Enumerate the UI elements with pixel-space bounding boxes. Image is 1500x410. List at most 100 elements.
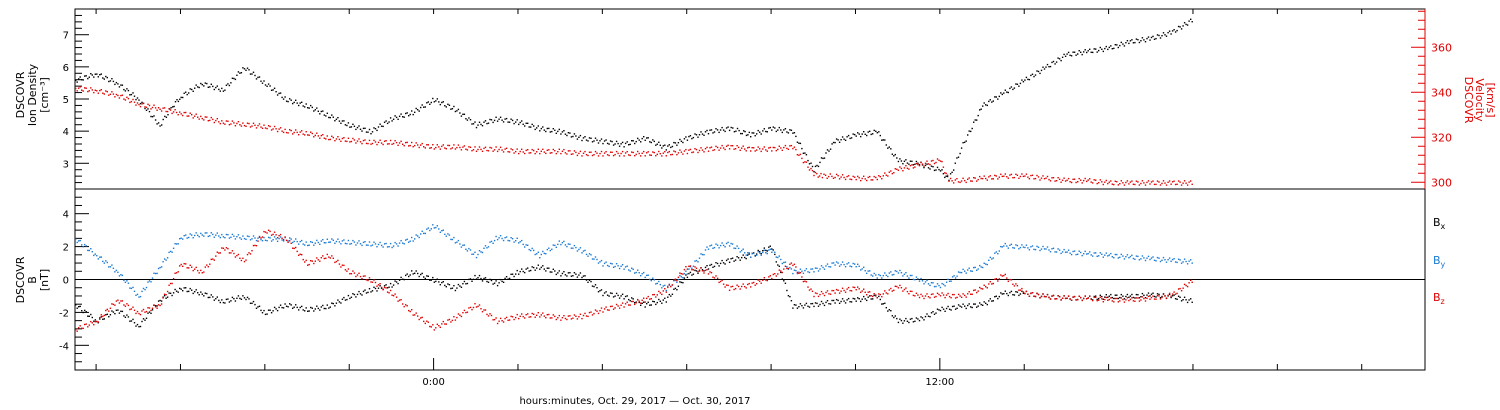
by-point xyxy=(1120,253,1122,256)
velocity-point xyxy=(150,108,152,110)
density-point xyxy=(621,141,624,144)
bx-point xyxy=(1159,297,1162,299)
by-point xyxy=(890,271,892,273)
velocity-point xyxy=(364,139,366,141)
bx-point xyxy=(1012,294,1014,296)
by-point xyxy=(923,283,925,285)
velocity-point xyxy=(659,153,661,155)
bz-point xyxy=(700,267,702,269)
velocity-point xyxy=(448,144,451,147)
velocity-point xyxy=(209,119,211,122)
bz-point xyxy=(102,315,104,318)
bz-point xyxy=(295,246,297,249)
bx-point xyxy=(533,266,535,269)
bx-point xyxy=(121,310,124,313)
bz-point xyxy=(581,317,583,320)
velocity-point xyxy=(1084,177,1086,180)
by-point xyxy=(261,240,264,242)
bz-point xyxy=(90,320,92,323)
by-point xyxy=(361,244,363,247)
density-point xyxy=(326,112,328,114)
by-point xyxy=(462,244,464,246)
velocity-point xyxy=(124,99,127,101)
by-point xyxy=(557,243,559,246)
bz-point xyxy=(337,259,339,262)
velocity-point xyxy=(371,142,374,145)
bx-point xyxy=(445,286,447,288)
bz-point xyxy=(979,286,981,289)
bx-point xyxy=(394,280,396,282)
by-point xyxy=(231,233,234,236)
velocity-point xyxy=(650,154,652,156)
bx-point xyxy=(88,315,90,317)
density-point xyxy=(397,118,399,120)
density-point xyxy=(1137,39,1139,41)
by-point xyxy=(852,262,854,265)
density-point xyxy=(1058,58,1061,60)
bz-point xyxy=(709,271,711,273)
by-point xyxy=(796,272,799,275)
bx-point xyxy=(662,299,664,301)
density-point xyxy=(951,171,953,173)
by-point xyxy=(1080,251,1082,254)
bx-point xyxy=(270,312,273,314)
bz-point xyxy=(186,267,188,269)
bz-point xyxy=(820,290,823,293)
velocity-point xyxy=(890,170,892,172)
bx-point xyxy=(489,278,491,281)
bz-point xyxy=(377,284,380,286)
by-point xyxy=(933,285,936,288)
by-point xyxy=(739,251,741,253)
bz-point xyxy=(912,294,915,297)
bx-point xyxy=(194,291,196,293)
density-point xyxy=(370,133,372,135)
bz-point xyxy=(631,300,633,303)
velocity-point xyxy=(456,146,458,149)
density-point xyxy=(433,101,435,103)
bz-point xyxy=(915,292,918,294)
velocity-point xyxy=(857,175,859,178)
density-point xyxy=(932,166,934,168)
velocity-point xyxy=(1158,181,1160,183)
by-point xyxy=(343,239,345,241)
density-point xyxy=(164,115,166,118)
bz-point xyxy=(1176,292,1178,295)
by-point xyxy=(834,264,836,266)
by-point xyxy=(364,241,366,243)
bx-point xyxy=(212,296,214,298)
velocity-point xyxy=(189,112,191,114)
density-point xyxy=(471,123,473,125)
by-point xyxy=(1061,251,1064,253)
bz-point xyxy=(293,247,295,250)
bx-point xyxy=(781,278,783,280)
velocity-point xyxy=(1155,183,1157,186)
density-point xyxy=(813,171,815,173)
bx-point xyxy=(902,322,904,324)
bz-point xyxy=(114,304,116,306)
bz-point xyxy=(1016,285,1019,287)
by-point xyxy=(402,242,404,244)
bz-point xyxy=(388,292,390,294)
bz-point xyxy=(76,330,78,332)
velocity-point xyxy=(302,133,304,135)
velocity-point xyxy=(454,148,457,150)
velocity-point xyxy=(1025,173,1028,175)
density-point xyxy=(549,131,551,133)
by-point xyxy=(175,243,178,245)
velocity-point xyxy=(957,181,960,183)
bx-point xyxy=(320,306,322,308)
velocity-point xyxy=(406,141,408,144)
density-point xyxy=(536,127,538,129)
bx-point xyxy=(85,311,87,313)
velocity-point xyxy=(471,150,473,152)
by-point xyxy=(210,232,212,234)
by-point xyxy=(162,261,164,263)
density-point xyxy=(504,118,506,120)
by-point xyxy=(763,249,765,251)
bx-point xyxy=(361,294,363,296)
bx-point xyxy=(1140,296,1142,298)
bx-point xyxy=(882,303,884,305)
by-point xyxy=(594,256,597,258)
bx-point xyxy=(379,285,381,287)
bz-point xyxy=(957,293,960,296)
